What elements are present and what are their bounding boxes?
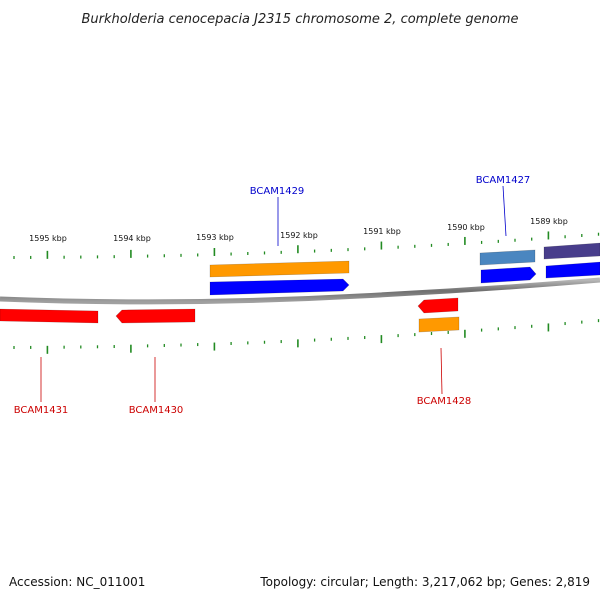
cds-bcam1428[interactable] (417, 297, 459, 314)
accession-text: Accession: NC_011001 (9, 575, 145, 589)
ruler-ticks-top (13, 231, 600, 259)
slateblue-feature[interactable] (543, 242, 600, 260)
ruler-ticks-bottom (13, 319, 600, 354)
orange-feature-top[interactable] (209, 260, 350, 278)
kbp-label: 1589 kbp (530, 217, 568, 226)
label-leader-lines (40, 185, 507, 402)
gene-label-bcam1431[interactable]: BCAM1431 (14, 405, 69, 416)
kbp-label: 1593 kbp (196, 233, 234, 242)
cds-bcam1429[interactable] (209, 278, 350, 296)
map-title: Burkholderia cenocepacia J2315 chromosom… (81, 12, 518, 27)
kbp-label: 1591 kbp (363, 227, 401, 236)
kbp-label: 1595 kbp (29, 234, 67, 243)
cds-bcam1431[interactable] (0, 308, 99, 324)
steelblue-feature[interactable] (479, 249, 536, 266)
leader-line (502, 185, 507, 237)
cds-right-edge[interactable] (545, 261, 600, 279)
kbp-label: 1592 kbp (280, 231, 318, 240)
cds-bcam1427[interactable] (480, 266, 537, 284)
orange-feature-bottom[interactable] (418, 316, 460, 333)
gene-label-bcam1429[interactable]: BCAM1429 (250, 186, 305, 197)
cds-bcam1430[interactable] (115, 308, 196, 324)
chromosome-backbone (0, 277, 600, 305)
gene-label-bcam1428[interactable]: BCAM1428 (417, 396, 472, 407)
gene-label-bcam1427[interactable]: BCAM1427 (476, 175, 531, 186)
ruler-labels: 1595 kbp 1594 kbp 1593 kbp 1592 kbp 1591… (29, 217, 568, 243)
feature-track (0, 242, 600, 333)
gene-label-bcam1430[interactable]: BCAM1430 (129, 405, 184, 416)
kbp-label: 1590 kbp (447, 223, 485, 232)
kbp-label: 1594 kbp (113, 234, 151, 243)
leader-line (440, 347, 443, 395)
gene-labels: BCAM1429 BCAM1427 BCAM1431 BCAM1430 BCAM… (14, 175, 531, 416)
genome-summary-text: Topology: circular; Length: 3,217,062 bp… (259, 575, 590, 589)
